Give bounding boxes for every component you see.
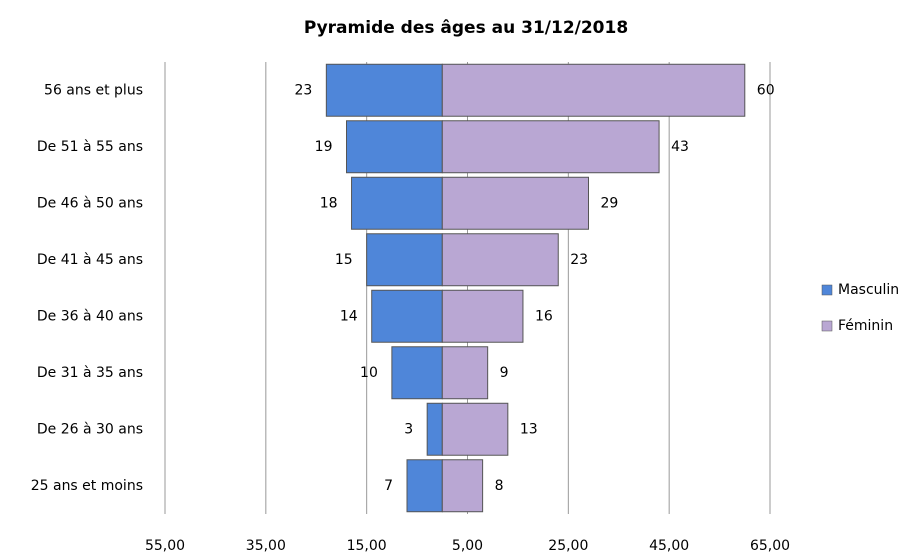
data-label: 14: [340, 308, 358, 324]
data-label: 23: [295, 82, 313, 98]
bar: [406, 459, 443, 513]
x-tick-label: 5,00: [452, 538, 483, 554]
data-label: 8: [495, 478, 504, 494]
data-label: 9: [500, 365, 509, 381]
bar: [441, 233, 559, 287]
data-label: 23: [570, 252, 588, 268]
bar: [441, 120, 660, 174]
legend-label: Masculin: [838, 282, 899, 298]
y-tick-label: 25 ans et moins: [31, 478, 143, 494]
bar: [325, 63, 443, 117]
bar: [366, 233, 443, 287]
data-label: 16: [535, 308, 553, 324]
bar: [426, 402, 443, 456]
bar: [371, 289, 443, 343]
legend-swatch: [821, 320, 833, 332]
bar: [391, 346, 443, 400]
y-tick-label: De 41 à 45 ans: [37, 252, 143, 268]
data-label: 29: [601, 195, 619, 211]
legend-swatch: [821, 284, 833, 296]
chart-title: Pyramide des âges au 31/12/2018: [304, 18, 628, 38]
bar: [346, 120, 443, 174]
bar: [441, 402, 509, 456]
x-tick-label: 55,00: [145, 538, 185, 554]
y-tick-label: De 51 à 55 ans: [37, 139, 143, 155]
x-tick-label: 45,00: [649, 538, 689, 554]
data-label: 60: [757, 82, 775, 98]
legend-label: Féminin: [838, 318, 893, 334]
y-tick-label: De 31 à 35 ans: [37, 365, 143, 381]
data-label: 7: [384, 478, 393, 494]
data-label: 19: [315, 139, 333, 155]
x-tick-label: 25,00: [548, 538, 588, 554]
bar: [441, 346, 489, 400]
data-label: 13: [520, 421, 538, 437]
bar: [441, 176, 589, 230]
bar: [441, 459, 484, 513]
y-tick-label: De 36 à 40 ans: [37, 308, 143, 324]
y-tick-label: De 46 à 50 ans: [37, 195, 143, 211]
data-label: 3: [404, 421, 413, 437]
x-tick-label: 15,00: [347, 538, 387, 554]
bar: [351, 176, 443, 230]
x-tick-label: 35,00: [246, 538, 286, 554]
x-tick-label: 65,00: [750, 538, 790, 554]
bar: [441, 289, 524, 343]
data-label: 43: [671, 139, 689, 155]
data-label: 15: [335, 252, 353, 268]
y-tick-label: De 26 à 30 ans: [37, 421, 143, 437]
data-label: 10: [360, 365, 378, 381]
bar: [441, 63, 746, 117]
data-label: 18: [320, 195, 338, 211]
y-tick-label: 56 ans et plus: [44, 82, 143, 98]
